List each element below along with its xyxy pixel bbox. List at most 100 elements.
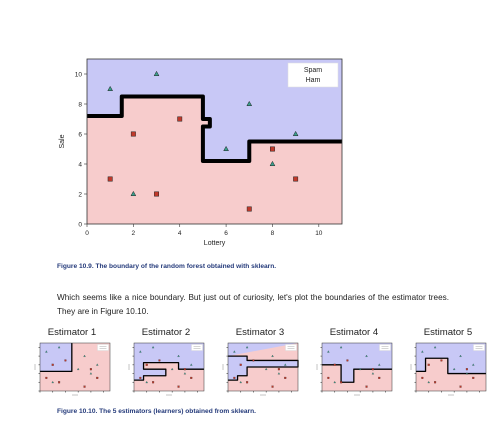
estimator-ham-point	[145, 363, 148, 366]
estimator-ham-point	[346, 359, 349, 362]
estimator-1-chart	[34, 342, 111, 396]
y-axis-label: Sale	[59, 134, 66, 148]
estimator-ham-point	[183, 368, 186, 371]
estimator-1-title: Estimator 1	[47, 327, 97, 338]
random-forest-boundary-chart: 0 2 4 6 8 10 0 2 4 6 8 10 Spam Ham Lottery Sale	[59, 58, 343, 247]
estimator-2-chart	[128, 342, 205, 396]
estimator-decision-boundary	[40, 343, 73, 373]
estimator-5-panel: Estimator 5	[402, 327, 494, 397]
estimator-spam-point	[453, 367, 456, 371]
estimator-ham-point	[472, 376, 475, 379]
estimator-plot-frame	[415, 342, 487, 392]
estimator-ham-point	[190, 376, 193, 379]
estimator-spam-point	[233, 350, 236, 353]
estimator-2-title: Estimator 2	[141, 327, 191, 338]
plot-frame	[86, 58, 343, 225]
estimator-4-panel: Estimator 4	[308, 327, 400, 397]
estimator-spam-region	[134, 343, 204, 381]
y-tick-label: 10	[75, 71, 83, 78]
figure-10-9-caption: Figure 10.9. The boundary of the random …	[57, 263, 277, 270]
estimator-spam-point	[83, 354, 86, 357]
estimator-spam-point	[183, 372, 187, 375]
estimator-ham-point	[333, 363, 336, 366]
estimator-1-panel: Estimator 1	[26, 327, 118, 397]
estimator-spam-point	[271, 354, 274, 357]
estimator-plot-frame	[321, 342, 393, 392]
estimator-ham-point	[465, 368, 468, 371]
x-tick-label: 2	[132, 230, 136, 237]
estimator-ham-point	[371, 368, 374, 371]
spam-region	[87, 59, 342, 161]
estimator-spam-point	[89, 372, 93, 375]
estimator-spam-point	[51, 380, 54, 384]
estimator-spam-point	[465, 372, 469, 375]
estimator-spam-point	[177, 354, 180, 357]
estimator-spam-point	[277, 372, 281, 375]
estimator-decision-boundary	[228, 355, 299, 381]
estimator-ham-point	[83, 385, 86, 388]
estimator-ham-point	[327, 376, 330, 379]
y-tick-label: 0	[78, 221, 82, 228]
estimator-legend	[379, 344, 391, 351]
x-tick-label: 10	[315, 230, 323, 237]
estimator-ham-point	[252, 359, 255, 362]
estimator-plot-frame	[39, 342, 111, 392]
estimator-spam-region	[40, 343, 110, 372]
ham-point	[130, 131, 136, 137]
legend	[287, 62, 339, 88]
spam-point	[292, 130, 299, 137]
estimator-ham-point	[246, 381, 249, 384]
ham-point	[107, 176, 113, 182]
estimator-spam-region	[228, 343, 298, 381]
estimator-spam-point	[472, 363, 475, 366]
estimator-ham-point	[434, 381, 437, 384]
estimator-ham-point	[271, 385, 274, 388]
spam-point	[130, 190, 137, 197]
estimator-ham-point	[340, 381, 343, 384]
spam-point	[269, 160, 276, 167]
estimator-spam-point	[359, 367, 362, 371]
estimator-spam-point	[77, 367, 80, 371]
estimator-spam-point	[365, 354, 368, 357]
y-tick-label: 8	[78, 101, 82, 108]
figure-10-10-caption: Figure 10.10. The 5 estimators (learners…	[57, 408, 256, 415]
estimator-ham-point	[284, 376, 287, 379]
estimator-spam-point	[96, 363, 99, 366]
estimator-ham-point	[96, 376, 99, 379]
estimator-spam-point	[190, 363, 193, 366]
estimator-spam-point	[433, 346, 437, 349]
estimator-ham-point	[152, 381, 155, 384]
estimator-5-chart	[410, 342, 487, 396]
estimator-spam-point	[45, 350, 48, 353]
estimator-ham-point	[378, 376, 381, 379]
x-tick-label: 8	[271, 230, 275, 237]
estimator-plot-frame	[133, 342, 205, 392]
x-tick-label: 0	[85, 230, 89, 237]
ham-point	[246, 206, 252, 212]
estimator-ham-point	[51, 363, 54, 366]
estimator-legend	[191, 344, 203, 351]
estimator-spam-point	[339, 346, 343, 349]
estimator-ham-point	[89, 368, 92, 371]
estimator-5-title: Estimator 5	[423, 327, 473, 338]
legend-label-spam: Spam	[304, 67, 322, 74]
estimator-ham-point	[365, 385, 368, 388]
estimator-spam-point	[265, 367, 268, 371]
estimator-plot-frame	[227, 342, 299, 392]
estimator-ham-point	[239, 363, 242, 366]
estimator-ham-point	[45, 376, 48, 379]
estimator-spam-point	[459, 354, 462, 357]
estimator-ham-point	[277, 368, 280, 371]
y-tick-label: 6	[78, 131, 82, 138]
estimator-ham-point	[427, 363, 430, 366]
estimator-ham-point	[177, 385, 180, 388]
ham-point	[154, 191, 159, 197]
estimator-spam-point	[145, 380, 148, 384]
estimator-ham-point	[58, 381, 61, 384]
estimator-spam-point	[427, 380, 430, 384]
spam-point	[223, 145, 229, 152]
estimator-spam-point	[378, 363, 381, 366]
spam-point	[153, 70, 160, 77]
estimator-ham-point	[158, 359, 161, 362]
estimator-spam-point	[245, 346, 249, 349]
